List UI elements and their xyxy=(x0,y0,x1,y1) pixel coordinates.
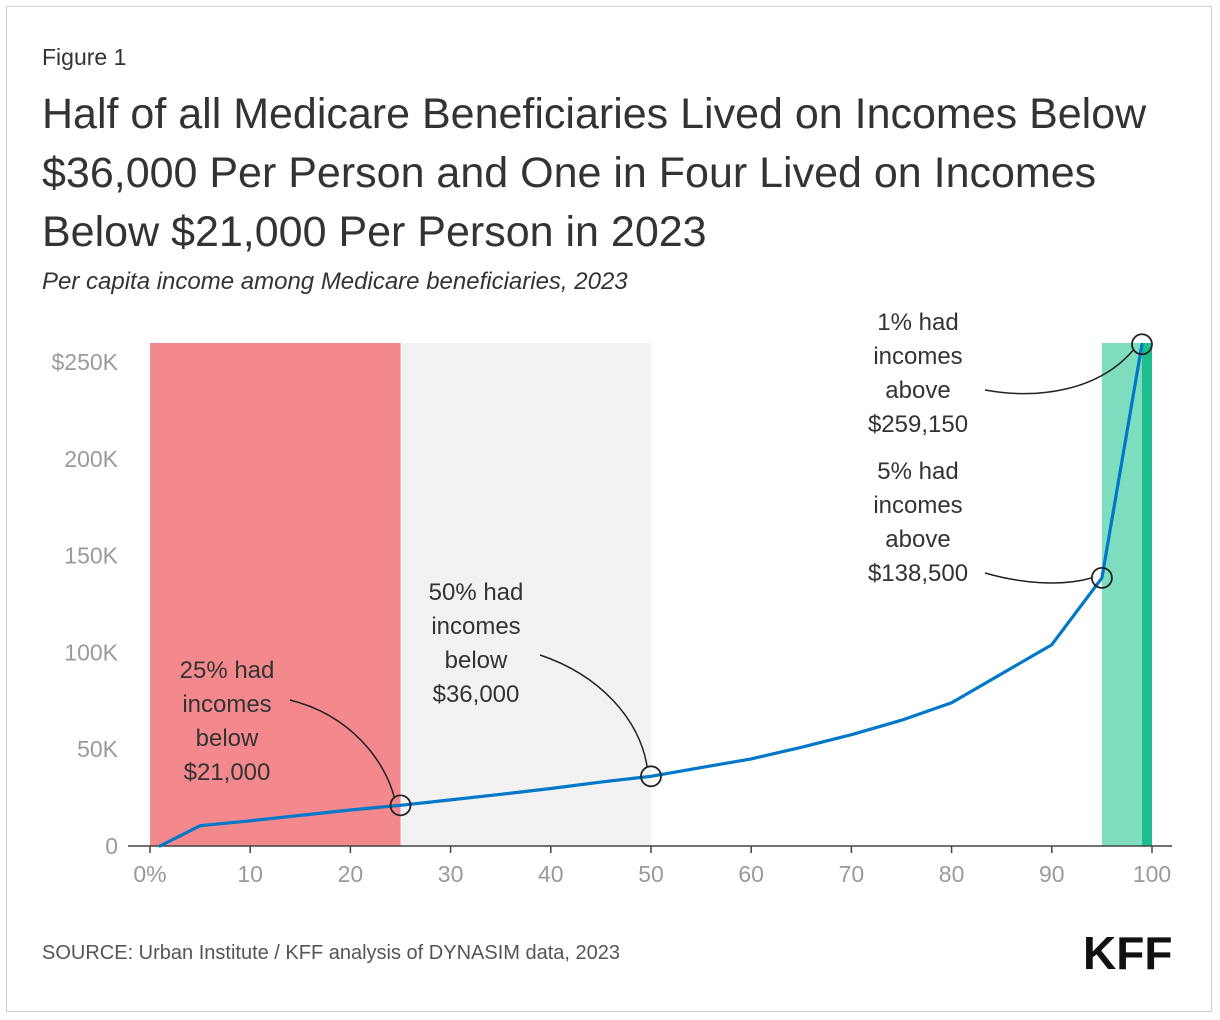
x-tick-label: 80 xyxy=(939,861,965,887)
annotation-marker-p99 xyxy=(1131,333,1153,356)
x-tick-label: 30 xyxy=(438,861,464,887)
figure-frame xyxy=(6,6,1212,1012)
annotation-text-p50: incomes xyxy=(431,613,520,640)
annotation-text-p95: incomes xyxy=(873,492,962,519)
x-tick-label: 50 xyxy=(638,861,664,887)
y-tick-label: $250K xyxy=(51,349,118,375)
annotation-text-p99: above xyxy=(885,377,950,404)
y-tick-label: 100K xyxy=(64,639,118,665)
annotation-text-p50: $36,000 xyxy=(433,681,520,708)
annotation-text-p95: 5% had xyxy=(877,458,958,485)
x-tick-label: 60 xyxy=(738,861,764,887)
x-tick-label: 40 xyxy=(538,861,564,887)
band-bottom-25 xyxy=(150,343,401,846)
series-layer xyxy=(158,342,1144,848)
figure-label: Figure 1 xyxy=(42,44,127,70)
annotation-marker-p50 xyxy=(640,765,662,788)
annotation-text-p99: $259,150 xyxy=(868,411,968,438)
annotation-marker-p95 xyxy=(1091,566,1113,589)
annotation-text-p99: 1% had xyxy=(877,309,958,336)
kff-logo: KFF xyxy=(1083,927,1173,979)
x-tick-label: 20 xyxy=(338,861,364,887)
annotation-text-p25: incomes xyxy=(182,691,271,718)
source-note: SOURCE: Urban Institute / KFF analysis o… xyxy=(42,942,621,964)
y-tick-label: 0 xyxy=(105,833,118,859)
y-tick-label: 150K xyxy=(64,543,118,569)
annotation-text-p25: 25% had xyxy=(180,657,275,684)
annotation-text-p99: incomes xyxy=(873,343,962,370)
x-tick-label: 100 xyxy=(1133,861,1171,887)
x-tick-label: 90 xyxy=(1039,861,1065,887)
band-top-1 xyxy=(1141,343,1152,846)
annotation-text-p95: above xyxy=(885,526,950,553)
chart-title: Half of all Medicare Beneficiaries Lived… xyxy=(42,90,1147,256)
band-25-to-50 xyxy=(400,343,651,846)
x-tick-label: 70 xyxy=(839,861,865,887)
annotation-leader-p25 xyxy=(289,699,396,799)
annotation-text-p25: $21,000 xyxy=(184,759,271,786)
x-axis-ticks: 0% 10 20 30 40 50 60 70 80 90 100 xyxy=(133,846,1171,887)
series-line xyxy=(158,342,1144,848)
y-axis-ticks: 0 50K 100K 150K 200K $250K xyxy=(51,349,118,859)
y-tick-label: 200K xyxy=(64,446,118,472)
annotation-text-p50: below xyxy=(445,647,508,674)
band-layer xyxy=(150,343,1152,846)
x-tick-label: 0% xyxy=(133,861,166,887)
band-top-5 xyxy=(1101,343,1142,846)
annotation-leader-p95 xyxy=(984,572,1093,584)
chart-subtitle: Per capita income among Medicare benefic… xyxy=(42,268,628,295)
annotation-leader-p99 xyxy=(984,348,1135,395)
x-tick-label: 10 xyxy=(237,861,263,887)
annotation-leader-p50 xyxy=(539,654,648,767)
annotation-text-p50: 50% had xyxy=(429,579,524,606)
annotation-text-p25: below xyxy=(196,725,259,752)
annotation-text-p95: $138,500 xyxy=(868,560,968,587)
annotation-layer: 25% had incomes below $21,000 50% had incomes… xyxy=(180,309,1153,817)
annotation-marker-p25 xyxy=(389,794,412,817)
y-tick-label: 50K xyxy=(77,736,119,762)
